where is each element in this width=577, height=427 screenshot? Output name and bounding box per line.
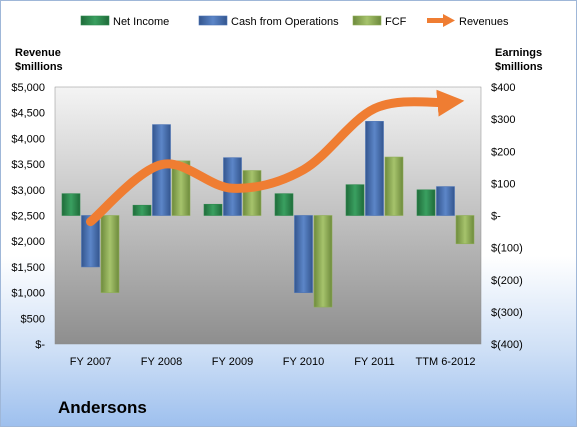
bar-net-income [61, 193, 81, 216]
right-tick-label: $100 [491, 178, 515, 190]
left-tick-label: $3,500 [11, 159, 45, 171]
left-axis-title-line1: Revenue [15, 47, 61, 59]
legend-label-cash-from-operations: Cash from Operations [231, 16, 339, 28]
left-axis: $- $500 $1,000 $1,500 $2,000 $2,500 $3,000 $3,5… [11, 82, 45, 351]
bar-fcf [100, 215, 120, 293]
company-name: Andersons [58, 398, 147, 417]
bar-fcf [313, 215, 333, 308]
left-tick-label: $500 [21, 313, 45, 325]
left-tick-label: $2,500 [11, 211, 45, 223]
left-tick-label: $2,000 [11, 236, 45, 248]
bar-net-income [345, 184, 365, 216]
x-tick-label: FY 2008 [141, 356, 182, 368]
plot-area [54, 86, 482, 345]
right-tick-label: $300 [491, 114, 515, 126]
left-tick-label: $5,000 [11, 82, 45, 94]
legend-swatch-net-income [80, 15, 110, 26]
legend-arrow-icon [443, 14, 455, 27]
bar-net-income [416, 189, 436, 216]
left-tick-label: $1,500 [11, 262, 45, 274]
right-tick-label: $(200) [491, 275, 523, 287]
right-tick-label: $- [491, 211, 501, 223]
left-tick-label: $4,500 [11, 108, 45, 120]
right-tick-label: $(100) [491, 243, 523, 255]
x-tick-label: FY 2010 [283, 356, 324, 368]
right-tick-label: $(400) [491, 339, 523, 351]
right-axis-title-line1: Earnings [495, 47, 542, 59]
left-tick-label: $- [35, 339, 45, 351]
bar-fcf [384, 156, 404, 216]
right-tick-label: $400 [491, 82, 515, 94]
bar-fcf [242, 170, 262, 216]
revenue-line-layer [86, 89, 465, 227]
x-tick-label: FY 2007 [70, 356, 111, 368]
right-tick-label: $200 [491, 146, 515, 158]
bar-net-income [203, 203, 223, 216]
left-tick-label: $3,000 [11, 185, 45, 197]
legend-swatch-cash-from-operations [198, 15, 228, 26]
bar-cash-from-operations [365, 121, 384, 216]
bar-fcf [455, 215, 475, 245]
right-axis-title-line2: $millions [495, 61, 543, 73]
bar-fcf [171, 160, 191, 216]
left-axis-title-line2: $millions [15, 61, 63, 73]
bars [61, 121, 475, 308]
left-tick-label: $1,000 [11, 288, 45, 300]
legend-label-fcf: FCF [385, 16, 407, 28]
bar-cash-from-operations [294, 215, 313, 293]
bar-net-income [132, 204, 152, 216]
x-axis: FY 2007 FY 2008 FY 2009 FY 2010 FY 2011 TTM 6… [70, 356, 476, 368]
bar-cash-from-operations [81, 215, 100, 268]
legend-label-revenues: Revenues [459, 16, 509, 28]
legend: Net Income Cash from Operations FCF Revenue… [80, 14, 509, 28]
bar-cash-from-operations [436, 186, 455, 216]
x-tick-label: FY 2009 [212, 356, 253, 368]
revenue-line [86, 89, 465, 227]
x-tick-label: FY 2011 [354, 356, 395, 368]
right-tick-label: $(300) [491, 307, 523, 319]
legend-swatch-fcf [352, 15, 382, 26]
legend-label-net-income: Net Income [113, 16, 169, 28]
bar-net-income [274, 193, 294, 216]
x-tick-label: TTM 6-2012 [416, 356, 476, 368]
right-axis: $(400) $(300) $(200) $(100) $- $100 $200 $300 $4… [491, 82, 523, 351]
left-tick-label: $4,000 [11, 133, 45, 145]
